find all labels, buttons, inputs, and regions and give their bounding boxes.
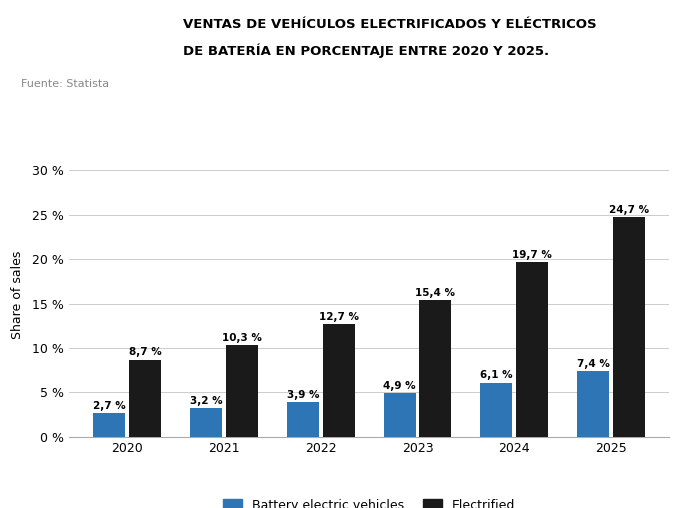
Text: 3,9 %: 3,9 % [286,390,319,400]
Bar [613,217,645,437]
Bar [323,324,355,437]
Text: 24,7 %: 24,7 % [609,205,649,215]
Text: 10,3 %: 10,3 % [222,333,262,343]
Text: DE BATERÍA EN PORCENTAJE ENTRE 2020 Y 2025.: DE BATERÍA EN PORCENTAJE ENTRE 2020 Y 20… [183,43,549,58]
Bar [480,383,513,437]
Text: 12,7 %: 12,7 % [319,312,359,322]
Text: 4,9 %: 4,9 % [384,381,416,391]
Legend: Battery electric vehicles, Electrified: Battery electric vehicles, Electrified [218,494,520,508]
Bar [578,371,609,437]
Text: VENTAS DE VEHÍCULOS ELECTRIFICADOS Y ELÉCTRICOS: VENTAS DE VEHÍCULOS ELECTRIFICADOS Y ELÉ… [183,18,596,31]
Bar [287,402,319,437]
Bar [226,345,258,437]
Text: 6,1 %: 6,1 % [480,370,513,380]
Text: 2,7 %: 2,7 % [93,401,126,410]
Bar [384,393,415,437]
Bar [190,408,222,437]
Bar [516,262,549,437]
Text: 8,7 %: 8,7 % [128,347,161,357]
Bar [420,300,451,437]
Text: 15,4 %: 15,4 % [415,288,455,298]
Bar [93,413,125,437]
Text: 19,7 %: 19,7 % [513,249,552,260]
Text: Figura 17  →: Figura 17 → [39,35,140,49]
Y-axis label: Share of sales: Share of sales [11,250,24,339]
Text: 3,2 %: 3,2 % [190,396,222,406]
Text: 7,4 %: 7,4 % [577,359,610,369]
Bar [129,360,161,437]
Text: Fuente: Statista: Fuente: Statista [21,79,109,89]
